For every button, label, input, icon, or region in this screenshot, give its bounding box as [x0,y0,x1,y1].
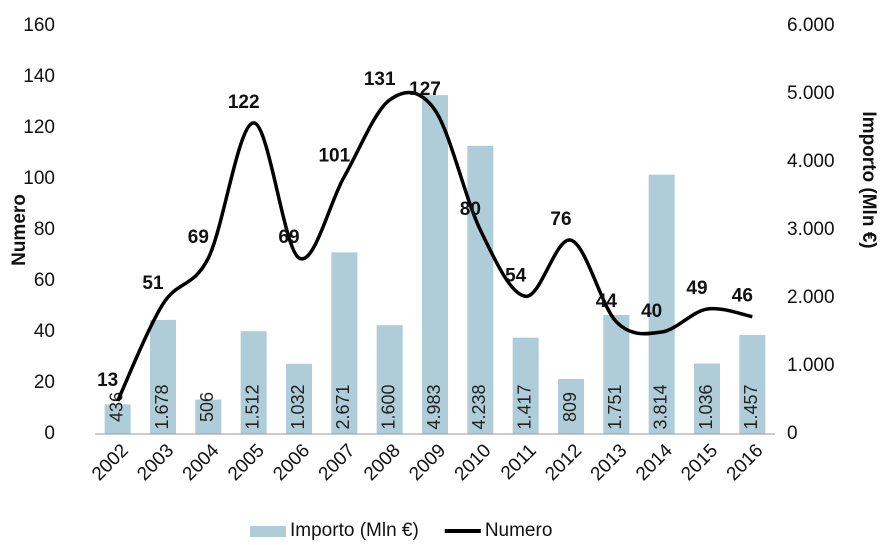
x-tick-label: 2012 [541,440,586,485]
line-value-label: 122 [228,92,260,113]
bar-value-label: 436 [106,392,126,422]
bar [467,145,494,435]
bar [376,325,403,434]
y2-tick-label: 5.000 [787,83,835,104]
x-tick-label: 2004 [179,440,224,485]
line-value-label: 40 [641,301,662,322]
line-value-label: 44 [596,291,618,312]
bar [104,404,131,434]
y-axis-title: Numero [9,194,30,266]
bar-value-label: 3.814 [650,384,670,429]
line-value-label: 13 [97,370,118,391]
line-value-label: 46 [732,286,753,307]
line-value-label: 127 [409,79,441,100]
x-tick-label: 2003 [133,440,178,485]
y-tick-label: 20 [34,372,55,393]
bar [240,331,267,434]
bar-value-label: 506 [197,392,217,422]
y-tick-label: 60 [34,270,55,291]
y2-tick-label: 0 [787,423,798,444]
bar [694,363,720,434]
bar-value-label: 4.983 [424,384,444,429]
bar [739,334,766,434]
y2-tick-label: 4.000 [787,151,835,172]
y-tick-label: 120 [23,117,55,138]
bar [150,319,176,434]
legend-label: Numero [485,520,553,541]
line-value-label: 131 [364,69,396,90]
line-value-label: 49 [686,278,707,299]
bar-value-label: 809 [560,392,580,422]
y-tick-label: 80 [34,219,55,240]
y2-tick-label: 1.000 [787,355,835,376]
bar-value-label: 1.600 [378,384,398,429]
line-value-label: 76 [550,209,571,230]
x-tick-label: 2013 [587,440,632,485]
x-tick-label: 2002 [88,440,133,485]
bar [648,174,675,434]
line-value-label: 69 [278,227,299,248]
bar [331,252,358,434]
y-tick-label: 40 [34,321,55,342]
y-tick-label: 0 [44,423,55,444]
line-value-label: 80 [460,199,481,220]
bar-value-label: 1.417 [514,384,534,429]
bar [512,337,539,434]
line-value-label: 54 [505,265,527,286]
y-tick-label: 160 [23,15,55,36]
x-tick-label: 2006 [269,440,314,485]
bar [195,399,222,434]
x-tick-label: 2011 [497,440,541,484]
line-value-label: 51 [142,273,164,294]
x-tick-label: 2014 [632,440,677,485]
bar [422,95,448,434]
x-tick-label: 2010 [451,440,496,485]
y-tick-label: 100 [23,168,55,189]
y2-axis-title: Importo (Mln €) [858,111,879,248]
y2-tick-label: 3.000 [787,219,835,240]
bar [286,363,312,434]
line-value-label: 69 [188,227,209,248]
bar-value-label: 1.032 [288,384,308,429]
bar-value-label: 1.751 [605,384,625,429]
bar [558,378,584,434]
legend-swatch [250,526,286,537]
bar-value-label: 2.671 [333,384,353,429]
x-tick-label: 2008 [360,440,405,485]
bar-value-label: 1.512 [242,384,262,429]
bar [603,314,630,434]
line [116,90,753,402]
x-tick-label: 2015 [677,440,722,485]
y2-tick-label: 6.000 [787,15,835,36]
bar-value-label: 1.678 [152,384,172,429]
bar-value-label: 4.238 [469,384,489,429]
x-tick-label: 2005 [224,440,269,485]
bar-value-label: 1.036 [696,384,716,429]
x-tick-label: 2016 [723,440,768,485]
y-tick-label: 140 [23,66,55,87]
y2-tick-label: 2.000 [787,287,835,308]
x-tick-label: 2009 [405,440,450,485]
legend-label: Importo (Mln €) [290,520,419,541]
line-value-label: 101 [318,145,350,166]
x-tick-label: 2007 [315,440,360,485]
bar-value-label: 1.457 [741,384,761,429]
